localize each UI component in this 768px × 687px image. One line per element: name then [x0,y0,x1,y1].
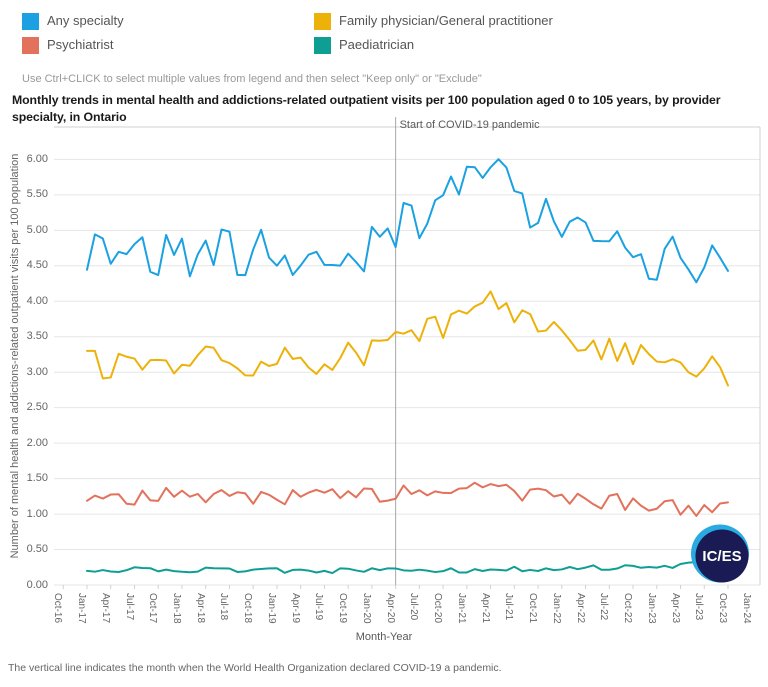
svg-text:IC/ES: IC/ES [702,548,741,565]
